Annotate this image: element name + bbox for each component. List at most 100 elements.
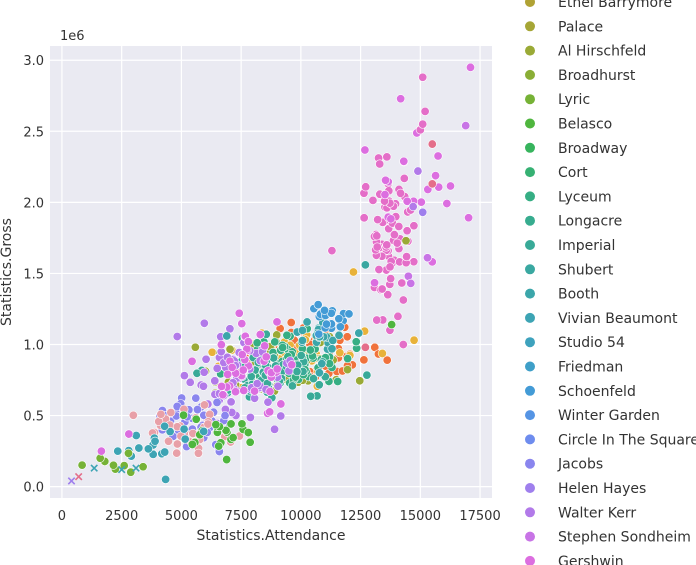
legend-label: Schoenfeld xyxy=(558,384,636,400)
data-point xyxy=(179,371,189,381)
data-point xyxy=(399,156,409,166)
legend-marker xyxy=(525,69,535,80)
legend-marker xyxy=(525,458,535,469)
data-point xyxy=(252,379,262,389)
data-point xyxy=(433,151,443,161)
legend-label: Helen Hayes xyxy=(558,481,646,497)
data-point xyxy=(193,448,203,458)
data-point xyxy=(397,278,407,288)
data-point xyxy=(380,190,390,200)
legend-label: Gershwin xyxy=(558,554,624,565)
legend-label: Circle In The Square xyxy=(558,432,696,448)
data-point xyxy=(387,320,397,330)
legend-label: Al Hirschfeld xyxy=(558,44,646,60)
data-point xyxy=(348,267,358,277)
data-point xyxy=(161,474,171,484)
y-tick-label: 2.5 xyxy=(23,125,44,140)
data-point xyxy=(227,362,237,372)
y-tick-label: 1.5 xyxy=(23,267,44,282)
data-point xyxy=(272,317,282,327)
data-point xyxy=(361,182,371,192)
data-point xyxy=(396,94,406,104)
x-tick-label: 10000 xyxy=(280,509,321,524)
data-point xyxy=(406,278,416,288)
x-tick-label: 15000 xyxy=(400,509,441,524)
data-point xyxy=(250,386,260,396)
legend-label: Winter Garden xyxy=(558,408,660,424)
data-point xyxy=(383,290,393,300)
data-point xyxy=(199,426,209,436)
data-point xyxy=(187,439,197,449)
data-point xyxy=(360,342,370,352)
y-axis-ticks: 0.0 0.5 1.0 1.5 2.0 2.5 3.0 xyxy=(23,54,44,495)
data-point xyxy=(261,352,271,362)
data-point xyxy=(392,238,402,248)
legend-marker xyxy=(525,337,535,348)
data-point xyxy=(396,188,406,198)
data-point xyxy=(255,330,265,340)
legend-marker xyxy=(525,21,535,32)
data-point xyxy=(317,359,327,369)
data-point xyxy=(385,262,395,272)
data-point xyxy=(305,345,315,355)
data-point xyxy=(334,330,344,340)
data-point xyxy=(420,106,430,116)
data-point xyxy=(166,408,176,418)
data-point xyxy=(343,365,353,375)
legend-label: Jacobs xyxy=(557,457,603,473)
plot-area xyxy=(50,46,492,498)
legend-label: Belasco xyxy=(558,117,612,133)
data-point xyxy=(389,230,399,240)
data-point xyxy=(160,447,170,457)
data-point xyxy=(207,347,217,357)
data-point xyxy=(210,376,220,386)
data-point xyxy=(67,477,76,485)
x-tick-label: 12500 xyxy=(340,509,381,524)
data-point xyxy=(225,344,235,354)
y-tick-label: 2.0 xyxy=(23,196,44,211)
data-point xyxy=(90,464,98,472)
legend-marker xyxy=(525,434,535,445)
data-point xyxy=(360,260,370,270)
legend-marker xyxy=(525,531,535,542)
data-point xyxy=(226,419,236,429)
data-point xyxy=(431,171,441,181)
data-point xyxy=(335,322,345,332)
data-point xyxy=(398,340,408,350)
data-point xyxy=(191,414,201,424)
y-axis-title: Statistics.Gross xyxy=(0,218,15,326)
data-point xyxy=(243,428,253,438)
legend-label: Vivian Beaumont xyxy=(558,311,678,327)
data-point xyxy=(199,400,209,410)
data-point xyxy=(368,195,378,205)
data-point xyxy=(211,420,221,430)
data-point xyxy=(302,317,312,327)
legend-label: Lyric xyxy=(558,92,590,108)
legend-label: Stephen Sondheim xyxy=(558,530,691,546)
data-point xyxy=(191,393,201,403)
data-point xyxy=(314,329,324,339)
legend-marker xyxy=(525,385,535,396)
legend-marker xyxy=(525,264,535,275)
data-point xyxy=(282,330,292,340)
data-point xyxy=(245,437,255,447)
data-point xyxy=(185,377,195,387)
legend: Ethel Barrymore Palace Al Hirschfeld Broadh… xyxy=(525,0,696,565)
data-point xyxy=(409,257,419,267)
data-point xyxy=(418,119,428,129)
data-point xyxy=(108,460,118,470)
y-axis-offset-label: 1e6 xyxy=(60,29,85,44)
data-point xyxy=(445,181,455,191)
data-point xyxy=(205,409,215,419)
legend-marker xyxy=(525,288,535,299)
data-point xyxy=(298,325,308,335)
data-point xyxy=(442,199,452,209)
data-point xyxy=(237,319,247,329)
data-point xyxy=(212,397,222,407)
legend-marker xyxy=(525,167,535,178)
data-point xyxy=(226,397,236,407)
data-point xyxy=(113,446,123,456)
data-point xyxy=(228,433,238,443)
x-tick-label: 5000 xyxy=(165,509,198,524)
